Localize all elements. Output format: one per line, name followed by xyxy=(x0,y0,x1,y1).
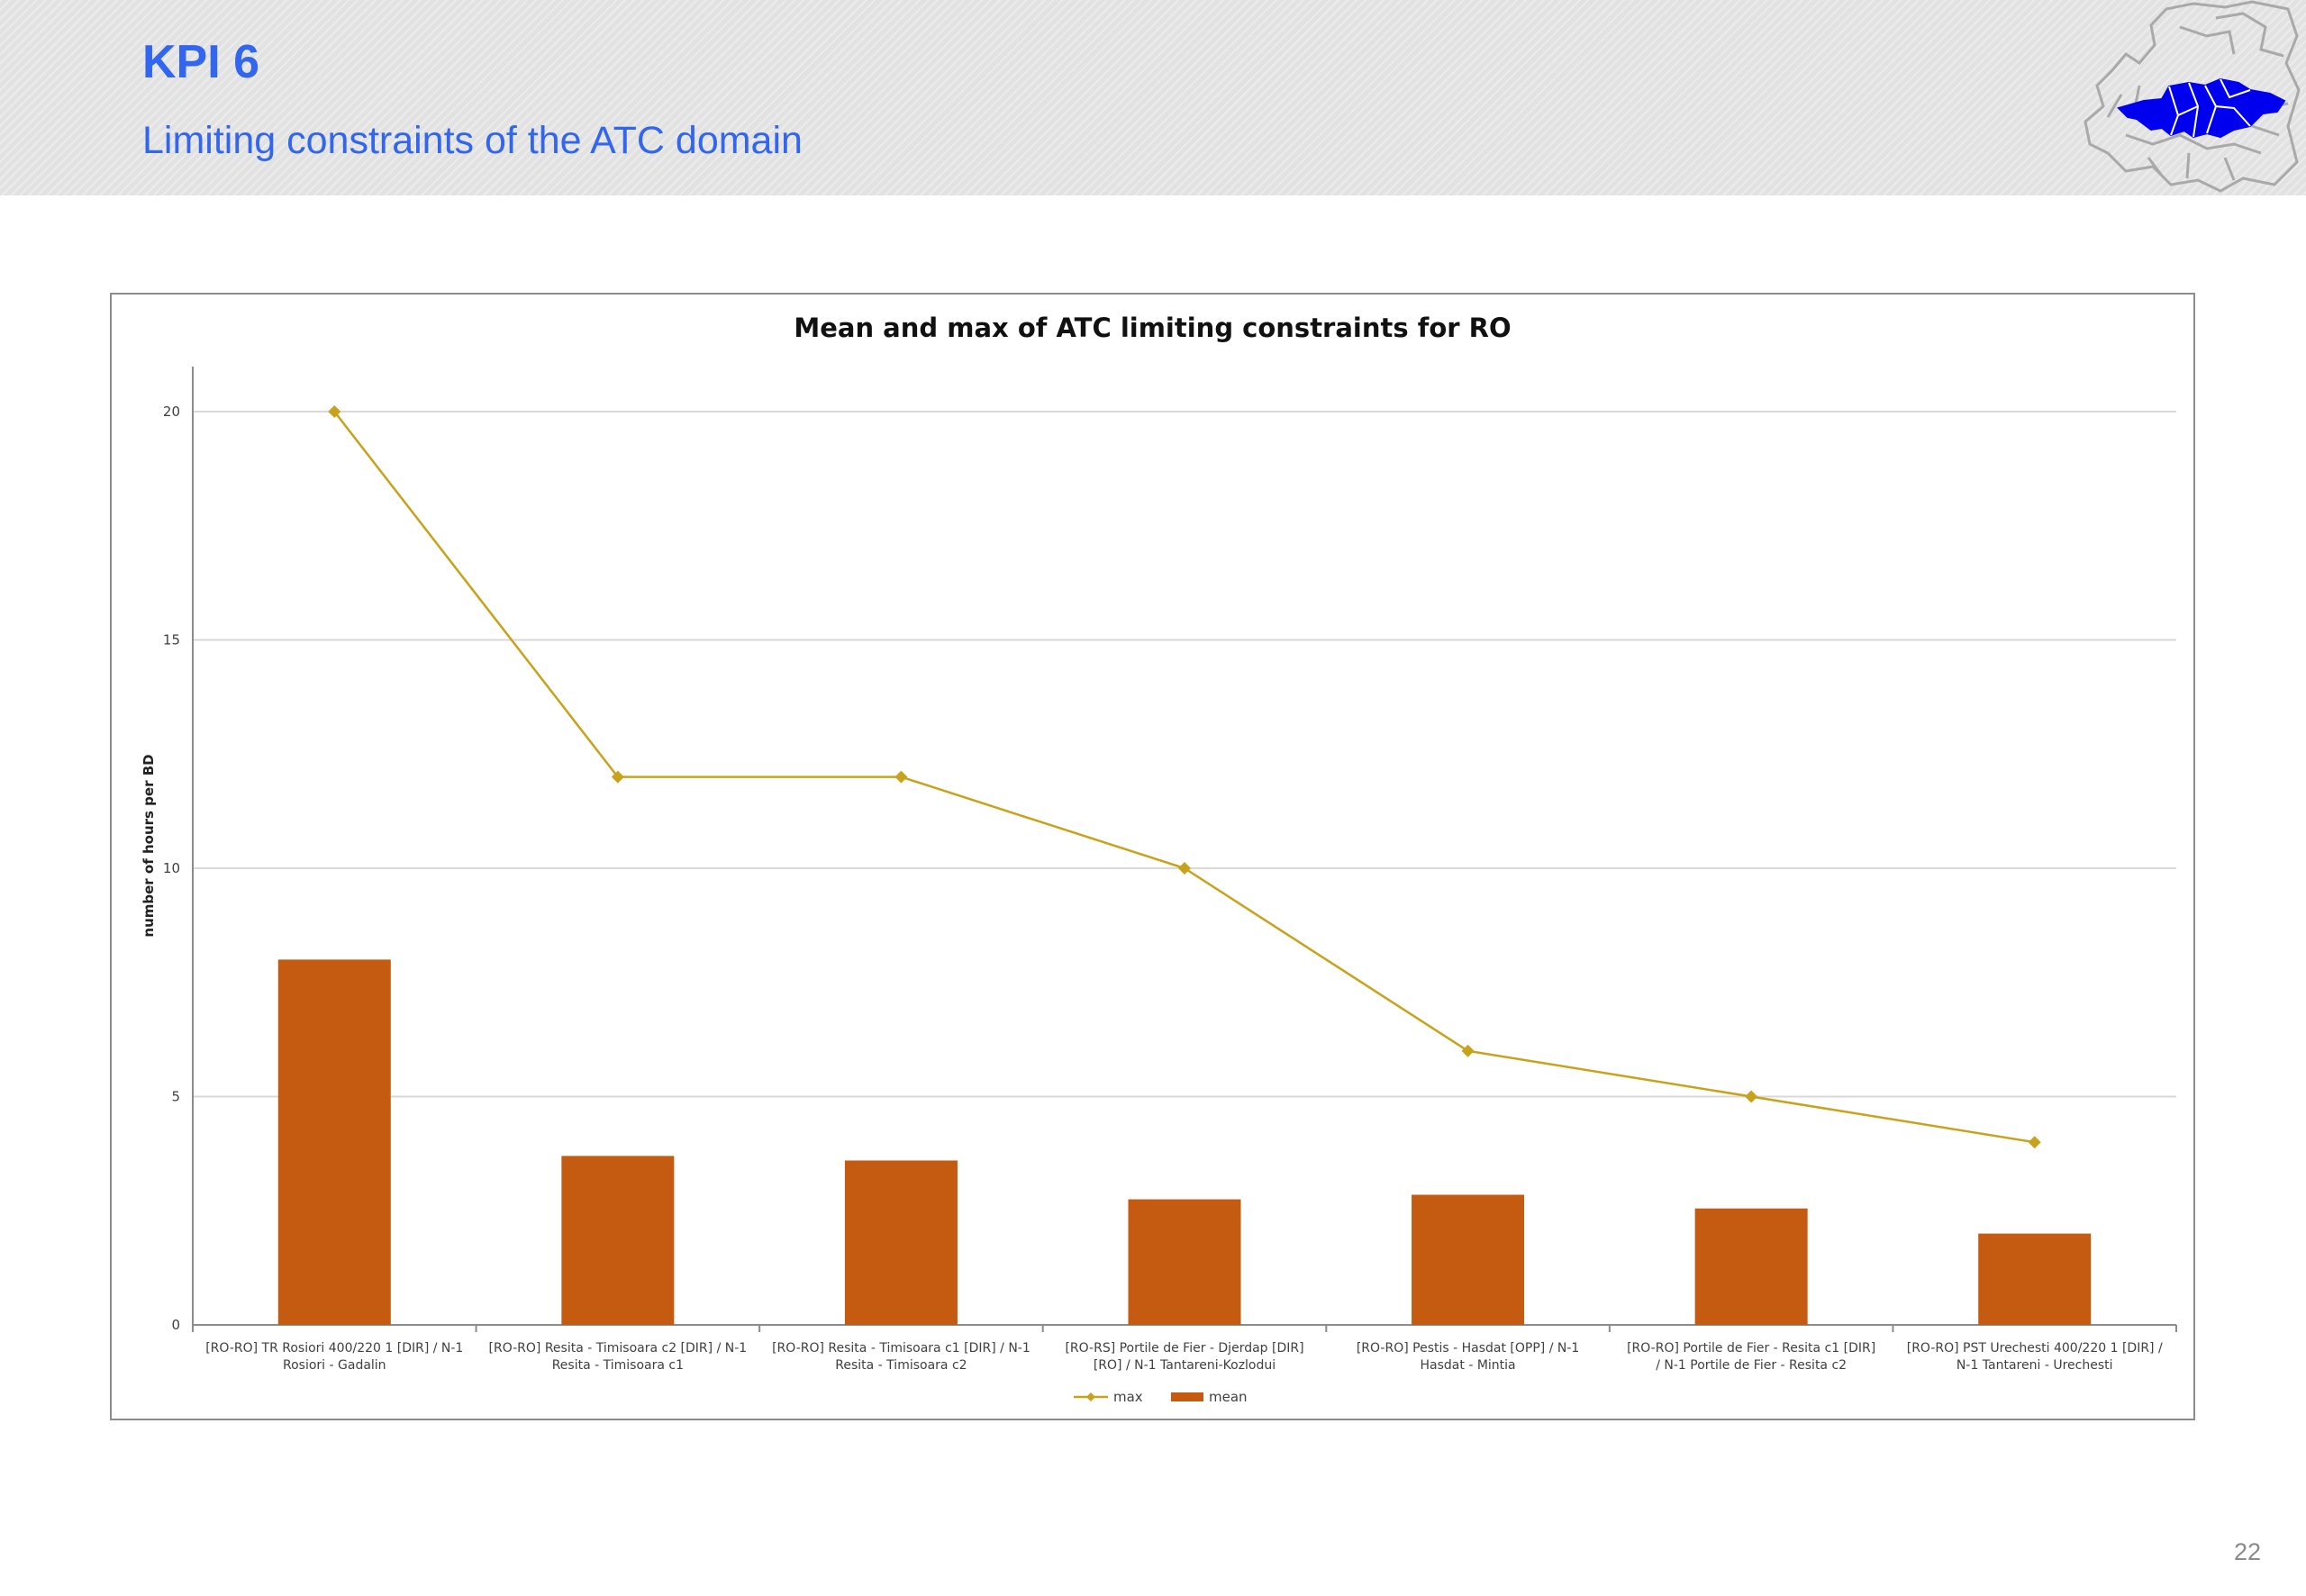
bar-mean xyxy=(1978,1233,2092,1325)
y-tick-label: 20 xyxy=(163,404,180,420)
x-category-label: Hasdat - Mintia xyxy=(1421,1358,1516,1373)
chart-plot: 0 5 10 15 20 number of hours per BD [RO-RO] TR… xyxy=(141,367,2177,1405)
x-category-label: [RO-RO] Resita - Timisoara c1 [DIR] / N-… xyxy=(772,1341,1030,1356)
page-number: 22 xyxy=(2233,1538,2261,1565)
bar-mean xyxy=(277,959,391,1325)
y-tick-label: 0 xyxy=(171,1317,180,1333)
marker-max xyxy=(894,770,908,784)
y-tick-label: 5 xyxy=(171,1089,180,1105)
bar-mean xyxy=(561,1156,675,1325)
marker-max xyxy=(611,770,624,784)
y-tick-label: 15 xyxy=(163,632,180,648)
x-category-label: [RO-RO] PST Urechesti 400/220 1 [DIR] / xyxy=(1907,1341,2163,1356)
x-category-label: [RO-RO] Pestis - Hasdat [OPP] / N-1 xyxy=(1357,1341,1579,1356)
legend-mean-swatch xyxy=(1171,1392,1203,1401)
bar-mean xyxy=(1128,1199,1241,1325)
legend-mean-label: mean xyxy=(1209,1389,1248,1405)
x-category-label: [RO-RS] Portile de Fier - Djerdap [DIR] xyxy=(1065,1341,1303,1356)
y-tick-label: 10 xyxy=(163,860,180,876)
bar-mean xyxy=(1412,1194,1525,1325)
bar-mean xyxy=(844,1160,958,1325)
page-title: KPI 6 xyxy=(142,36,260,88)
marker-max xyxy=(328,405,341,418)
x-category-label: [RO-RO] Resita - Timisoara c2 [DIR] / N-… xyxy=(489,1341,748,1356)
chart-frame: Mean and max of ATC limiting constraints… xyxy=(110,293,2195,1420)
x-category-label: Resita - Timisoara c1 xyxy=(552,1358,684,1373)
marker-max xyxy=(1461,1044,1475,1057)
x-category-label: N-1 Tantareni - Urechesti xyxy=(1956,1358,2113,1373)
bar-mean xyxy=(1694,1208,1808,1325)
y-axis-title: number of hours per BD xyxy=(141,754,157,937)
x-category-label: Resita - Timisoara c2 xyxy=(835,1358,967,1373)
page-subtitle: Limiting constraints of the ATC domain xyxy=(142,119,803,162)
marker-max xyxy=(1178,862,1191,875)
europe-map-logo-icon xyxy=(2084,0,2301,193)
line-max xyxy=(333,411,2035,1144)
marker-max xyxy=(2028,1136,2041,1149)
legend-max-marker xyxy=(1086,1392,1095,1401)
x-category-label: / N-1 Portile de Fier - Resita c2 xyxy=(1656,1358,1847,1373)
x-category-label: [RO-RO] TR Rosiori 400/220 1 [DIR] / N-1 xyxy=(205,1341,463,1356)
chart-title: Mean and max of ATC limiting constraints… xyxy=(794,313,1512,343)
x-category-label: [RO] / N-1 Tantareni-Kozlodui xyxy=(1094,1358,1276,1373)
x-category-label: Rosiori - Gadalin xyxy=(283,1358,386,1373)
legend-max-label: max xyxy=(1113,1389,1143,1405)
header-band xyxy=(0,0,2306,195)
marker-max xyxy=(1745,1090,1758,1103)
x-category-label: [RO-RO] Portile de Fier - Resita c1 [DIR… xyxy=(1627,1341,1875,1356)
